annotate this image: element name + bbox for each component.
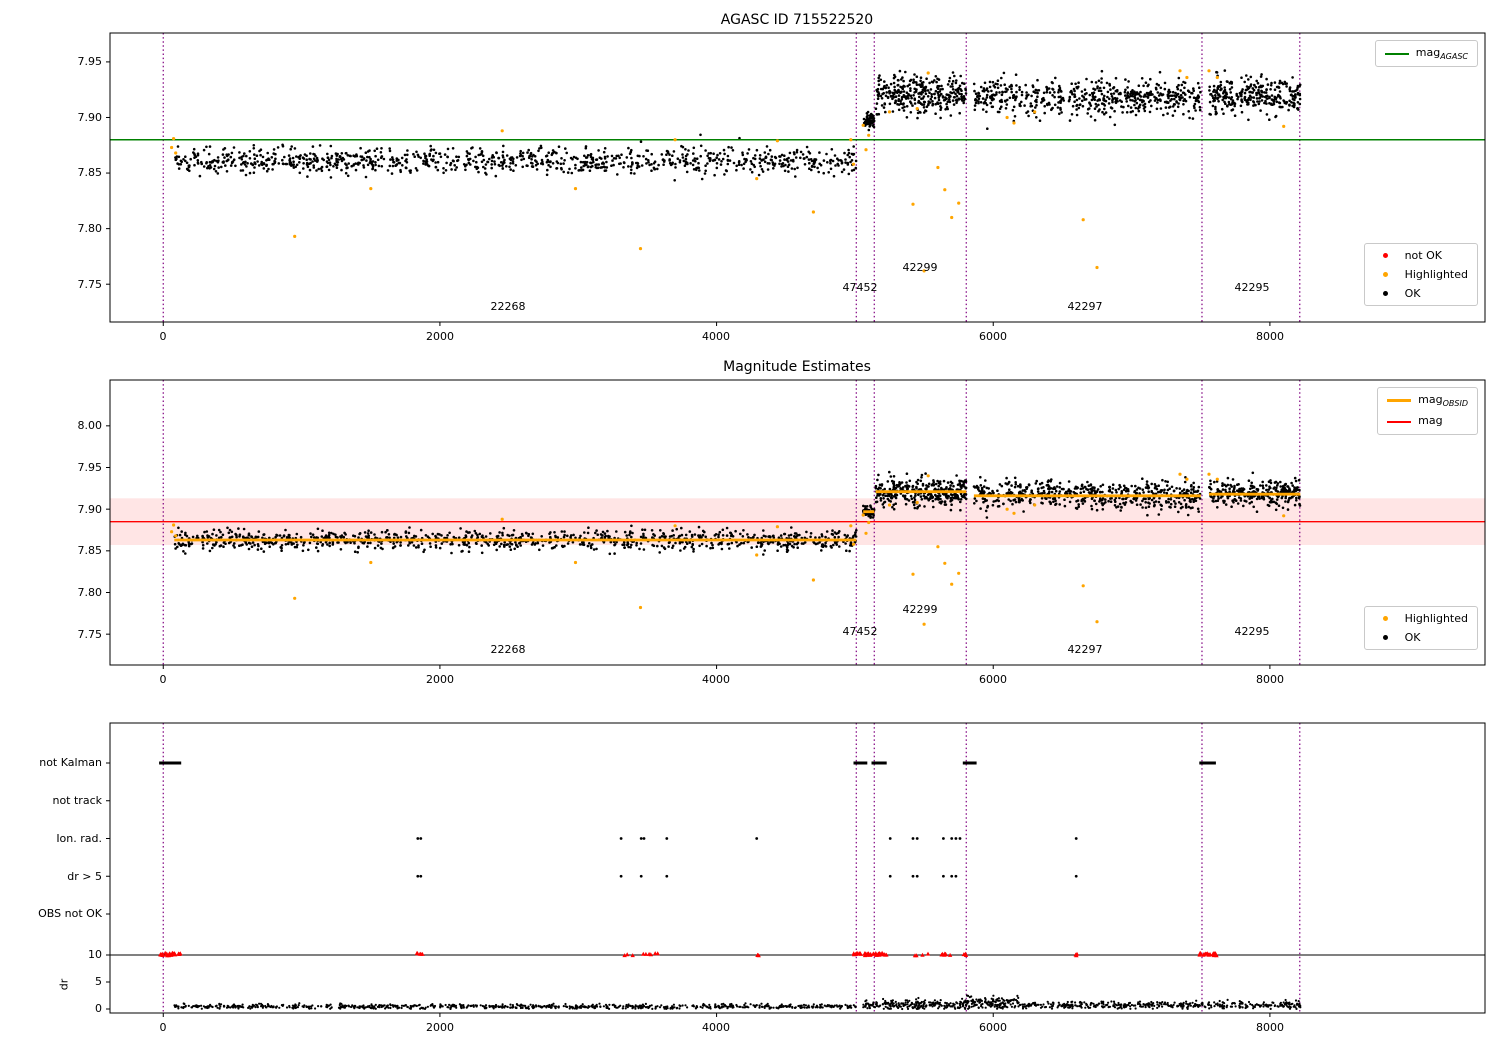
middle-plot-title: Magnitude Estimates (723, 359, 871, 375)
legend-entry: Highlighted (1374, 268, 1468, 281)
highlighted-marker (1382, 616, 1388, 621)
x-tick-label: 0 (159, 1021, 167, 1034)
top-plot (106, 32, 1486, 326)
ok-marker (1382, 635, 1388, 640)
obsid-label: 47452 (842, 625, 878, 638)
y-tick-label: 7.90 (77, 503, 103, 516)
y-tick-label: 8.00 (77, 419, 103, 432)
legend-label: magAGASC (1415, 46, 1468, 62)
legend-entry: not OK (1374, 249, 1468, 262)
legend-label: OK (1404, 631, 1421, 644)
legend-label: mag (1418, 414, 1443, 428)
obsid-label: 22268 (490, 300, 526, 313)
dr-points (173, 994, 1302, 1011)
legend-entry: OK (1374, 631, 1468, 644)
x-tick-label: 8000 (1256, 330, 1284, 343)
legend-label: Highlighted (1404, 612, 1468, 625)
axes-spines (109, 722, 1486, 1014)
row-label-not-kalman: not Kalman (39, 756, 102, 769)
x-tick-label: 4000 (702, 673, 730, 686)
legend-mag-agasc: magAGASC (1374, 40, 1478, 68)
row-label-ion-rad: Ion. rad. (56, 832, 102, 845)
legend-label: magOBSID (1418, 393, 1468, 409)
ok-points (174, 69, 1302, 182)
x-tick-label: 2000 (426, 673, 454, 686)
obsid-label: 42297 (1067, 300, 1103, 313)
y-tick-label: 7.80 (77, 222, 103, 235)
x-tick-label: 6000 (979, 673, 1007, 686)
mag-agasc-line-sample (1384, 52, 1409, 55)
axes-spines (109, 32, 1486, 323)
legend-top-markers: not OK Highlighted OK (1363, 243, 1478, 306)
mag-obsid-line-sample (1387, 399, 1412, 403)
ok-marker (1382, 291, 1388, 296)
dr-tick-label: 0 (95, 1002, 102, 1015)
legend-entry: OK (1374, 287, 1468, 300)
top-plot-title: AGASC ID 715522520 (720, 12, 874, 28)
dr-gt5-points (416, 874, 1078, 878)
x-tick-label: 6000 (979, 1021, 1007, 1034)
x-tick-label: 2000 (426, 330, 454, 343)
x-tick-label: 0 (159, 673, 167, 686)
obsid-label: 42299 (902, 603, 938, 616)
legend-entry: magOBSID (1387, 393, 1468, 408)
axes-spines (109, 379, 1486, 666)
y-tick-label: 7.75 (77, 628, 103, 641)
x-tick-label: 8000 (1256, 1021, 1284, 1034)
dr-tick-label: 10 (88, 948, 102, 961)
legend-entry: magAGASC (1384, 46, 1468, 62)
legend-label: not OK (1404, 249, 1442, 262)
highlighted-points (170, 472, 1286, 626)
obsid-label: 42297 (1067, 643, 1103, 656)
obsid-label: 42295 (1234, 281, 1270, 294)
dr-clipped-points (158, 950, 1219, 958)
obsid-label: 42295 (1234, 625, 1270, 638)
x-tick-label: 8000 (1256, 673, 1284, 686)
x-tick-label: 0 (159, 330, 167, 343)
obsid-label: 47452 (842, 281, 878, 294)
obsid-label: 42299 (902, 261, 938, 274)
bottom-plot (106, 722, 1486, 1017)
not-kalman-marks (159, 761, 1216, 765)
ion-rad-points (416, 837, 1078, 840)
x-tick-label: 6000 (979, 330, 1007, 343)
dr-axis-label: dr (57, 978, 71, 991)
legend-mag-lines: magOBSID mag (1377, 387, 1478, 436)
not-ok-marker (1382, 253, 1388, 258)
x-tick-label: 2000 (426, 1021, 454, 1034)
row-label-obs-not-ok: OBS not OK (38, 907, 102, 920)
row-label-dr-gt5: dr > 5 (67, 870, 102, 883)
row-label-not-track: not track (52, 794, 102, 807)
dr-tick-label: 5 (95, 975, 102, 988)
y-tick-label: 7.80 (77, 586, 103, 599)
legend-entry: mag (1387, 414, 1468, 429)
legend-label: OK (1404, 287, 1421, 300)
legend-middle-markers: Highlighted OK (1363, 606, 1478, 650)
y-tick-label: 7.75 (77, 278, 103, 291)
legend-entry: Highlighted (1374, 612, 1468, 625)
x-tick-label: 4000 (702, 1021, 730, 1034)
y-tick-label: 7.95 (77, 55, 103, 68)
obsid-label: 22268 (490, 643, 526, 656)
x-tick-label: 4000 (702, 330, 730, 343)
mag-line-sample (1387, 420, 1412, 423)
y-tick-label: 7.90 (77, 111, 103, 124)
y-tick-label: 7.85 (77, 166, 103, 179)
highlighted-marker (1382, 272, 1388, 277)
highlighted-points (170, 69, 1286, 273)
middle-plot (106, 379, 1486, 669)
y-tick-label: 7.85 (77, 544, 103, 557)
y-tick-label: 7.95 (77, 461, 103, 474)
legend-label: Highlighted (1404, 268, 1468, 281)
